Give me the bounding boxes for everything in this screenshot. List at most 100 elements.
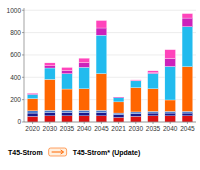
bar-segment (96, 21, 107, 28)
x-tick-label: 2035 (146, 125, 161, 132)
bar-segment (130, 112, 141, 114)
bar-segment (165, 100, 176, 111)
bar-segment (148, 116, 159, 122)
bar-segment (79, 116, 90, 122)
x-tick-label: 2030 (43, 125, 58, 132)
x-tick (170, 122, 171, 124)
bar-segment (27, 113, 38, 116)
bar-segment (79, 89, 90, 110)
x-tick-label: 2040 (77, 125, 92, 132)
bar-segment (130, 114, 141, 117)
x-tick-label: 2030 (129, 125, 144, 132)
bar-segment (165, 66, 176, 100)
bar-segment (44, 113, 55, 116)
bar-segment (182, 111, 193, 113)
bar-segment (148, 71, 159, 73)
bar-segment (27, 93, 38, 95)
bar-segment (165, 116, 176, 122)
bar-segment (96, 28, 107, 35)
bar-segment (165, 111, 176, 113)
annotation: T45-Strom (8, 149, 43, 156)
bar-segment (96, 35, 107, 73)
bar-segment (130, 79, 141, 81)
bar-segment (182, 14, 193, 18)
bar-segment (182, 113, 193, 116)
x-tick (84, 122, 85, 124)
bar-segment (148, 111, 159, 113)
bar-segment (79, 63, 90, 68)
bar-segment (27, 111, 38, 113)
bar-segment (79, 113, 90, 116)
bar-segment (27, 116, 38, 122)
x-tick (32, 122, 33, 124)
bar-segment (96, 74, 107, 111)
x-tick-label: 2045 (180, 125, 195, 132)
bar-segment (113, 96, 124, 98)
bar-segment (113, 118, 124, 122)
x-tick (101, 122, 102, 124)
y-tick-label: 400 (10, 74, 21, 81)
bar-segment (182, 116, 193, 122)
bar-segment (165, 113, 176, 116)
bar-segment (182, 67, 193, 112)
x-tick-label: 2045 (94, 125, 109, 132)
bar-segment (130, 81, 141, 88)
bar-segment (62, 71, 73, 74)
x-tick (49, 122, 50, 124)
bar-segment (79, 110, 90, 112)
bar-segment (113, 115, 124, 118)
x-tick-label: 2040 (163, 125, 178, 132)
x-tick (153, 122, 154, 124)
bar-segment (62, 89, 73, 110)
grid-line (24, 10, 196, 11)
x-tick-label: 2035 (60, 125, 75, 132)
x-tick (118, 122, 119, 124)
bar-segment (165, 59, 176, 67)
bar-segment (44, 110, 55, 112)
bar-segment (148, 89, 159, 112)
bar-segment (96, 110, 107, 112)
bar-segment (27, 95, 38, 99)
bar-segment (148, 73, 159, 88)
bar-segment (130, 80, 141, 81)
bar-segment (182, 18, 193, 27)
bar-segment (44, 68, 55, 79)
y-axis (24, 8, 25, 122)
y-tick-label: 0 (17, 118, 21, 125)
bar-segment (165, 50, 176, 59)
x-tick (187, 122, 188, 124)
bar-segment (148, 113, 159, 116)
bar-segment (113, 98, 124, 102)
x-tick-label: 2020 (25, 125, 40, 132)
x-tick (135, 122, 136, 124)
x-tick-label: 2021 (111, 125, 126, 132)
x-tick (67, 122, 68, 124)
bar-segment (113, 102, 124, 113)
bar-segment (130, 88, 141, 112)
bar-segment (62, 116, 73, 122)
arrow-icon (49, 148, 67, 156)
bar-segment (62, 74, 73, 89)
bar-segment (130, 116, 141, 122)
bar-segment (62, 113, 73, 116)
bar-segment (96, 116, 107, 122)
bar-segment (113, 96, 124, 98)
y-tick-label: 1000 (7, 7, 22, 14)
grid-line (24, 32, 196, 33)
bar-segment (113, 113, 124, 115)
bar-segment (44, 116, 55, 122)
bar-segment (182, 27, 193, 67)
annotation: T45-Strom* (Update) (73, 149, 141, 157)
y-tick-label: 800 (10, 29, 21, 36)
bar-segment (62, 67, 73, 70)
bar-segment (62, 110, 73, 112)
bar-segment (79, 67, 90, 88)
bar-segment (27, 99, 38, 111)
bar-segment (44, 63, 55, 66)
bar-segment (79, 58, 90, 62)
bar-segment (96, 113, 107, 116)
y-tick-label: 200 (10, 96, 21, 103)
bar-segment (44, 79, 55, 110)
bars (27, 14, 192, 122)
bar-segment (27, 93, 38, 95)
